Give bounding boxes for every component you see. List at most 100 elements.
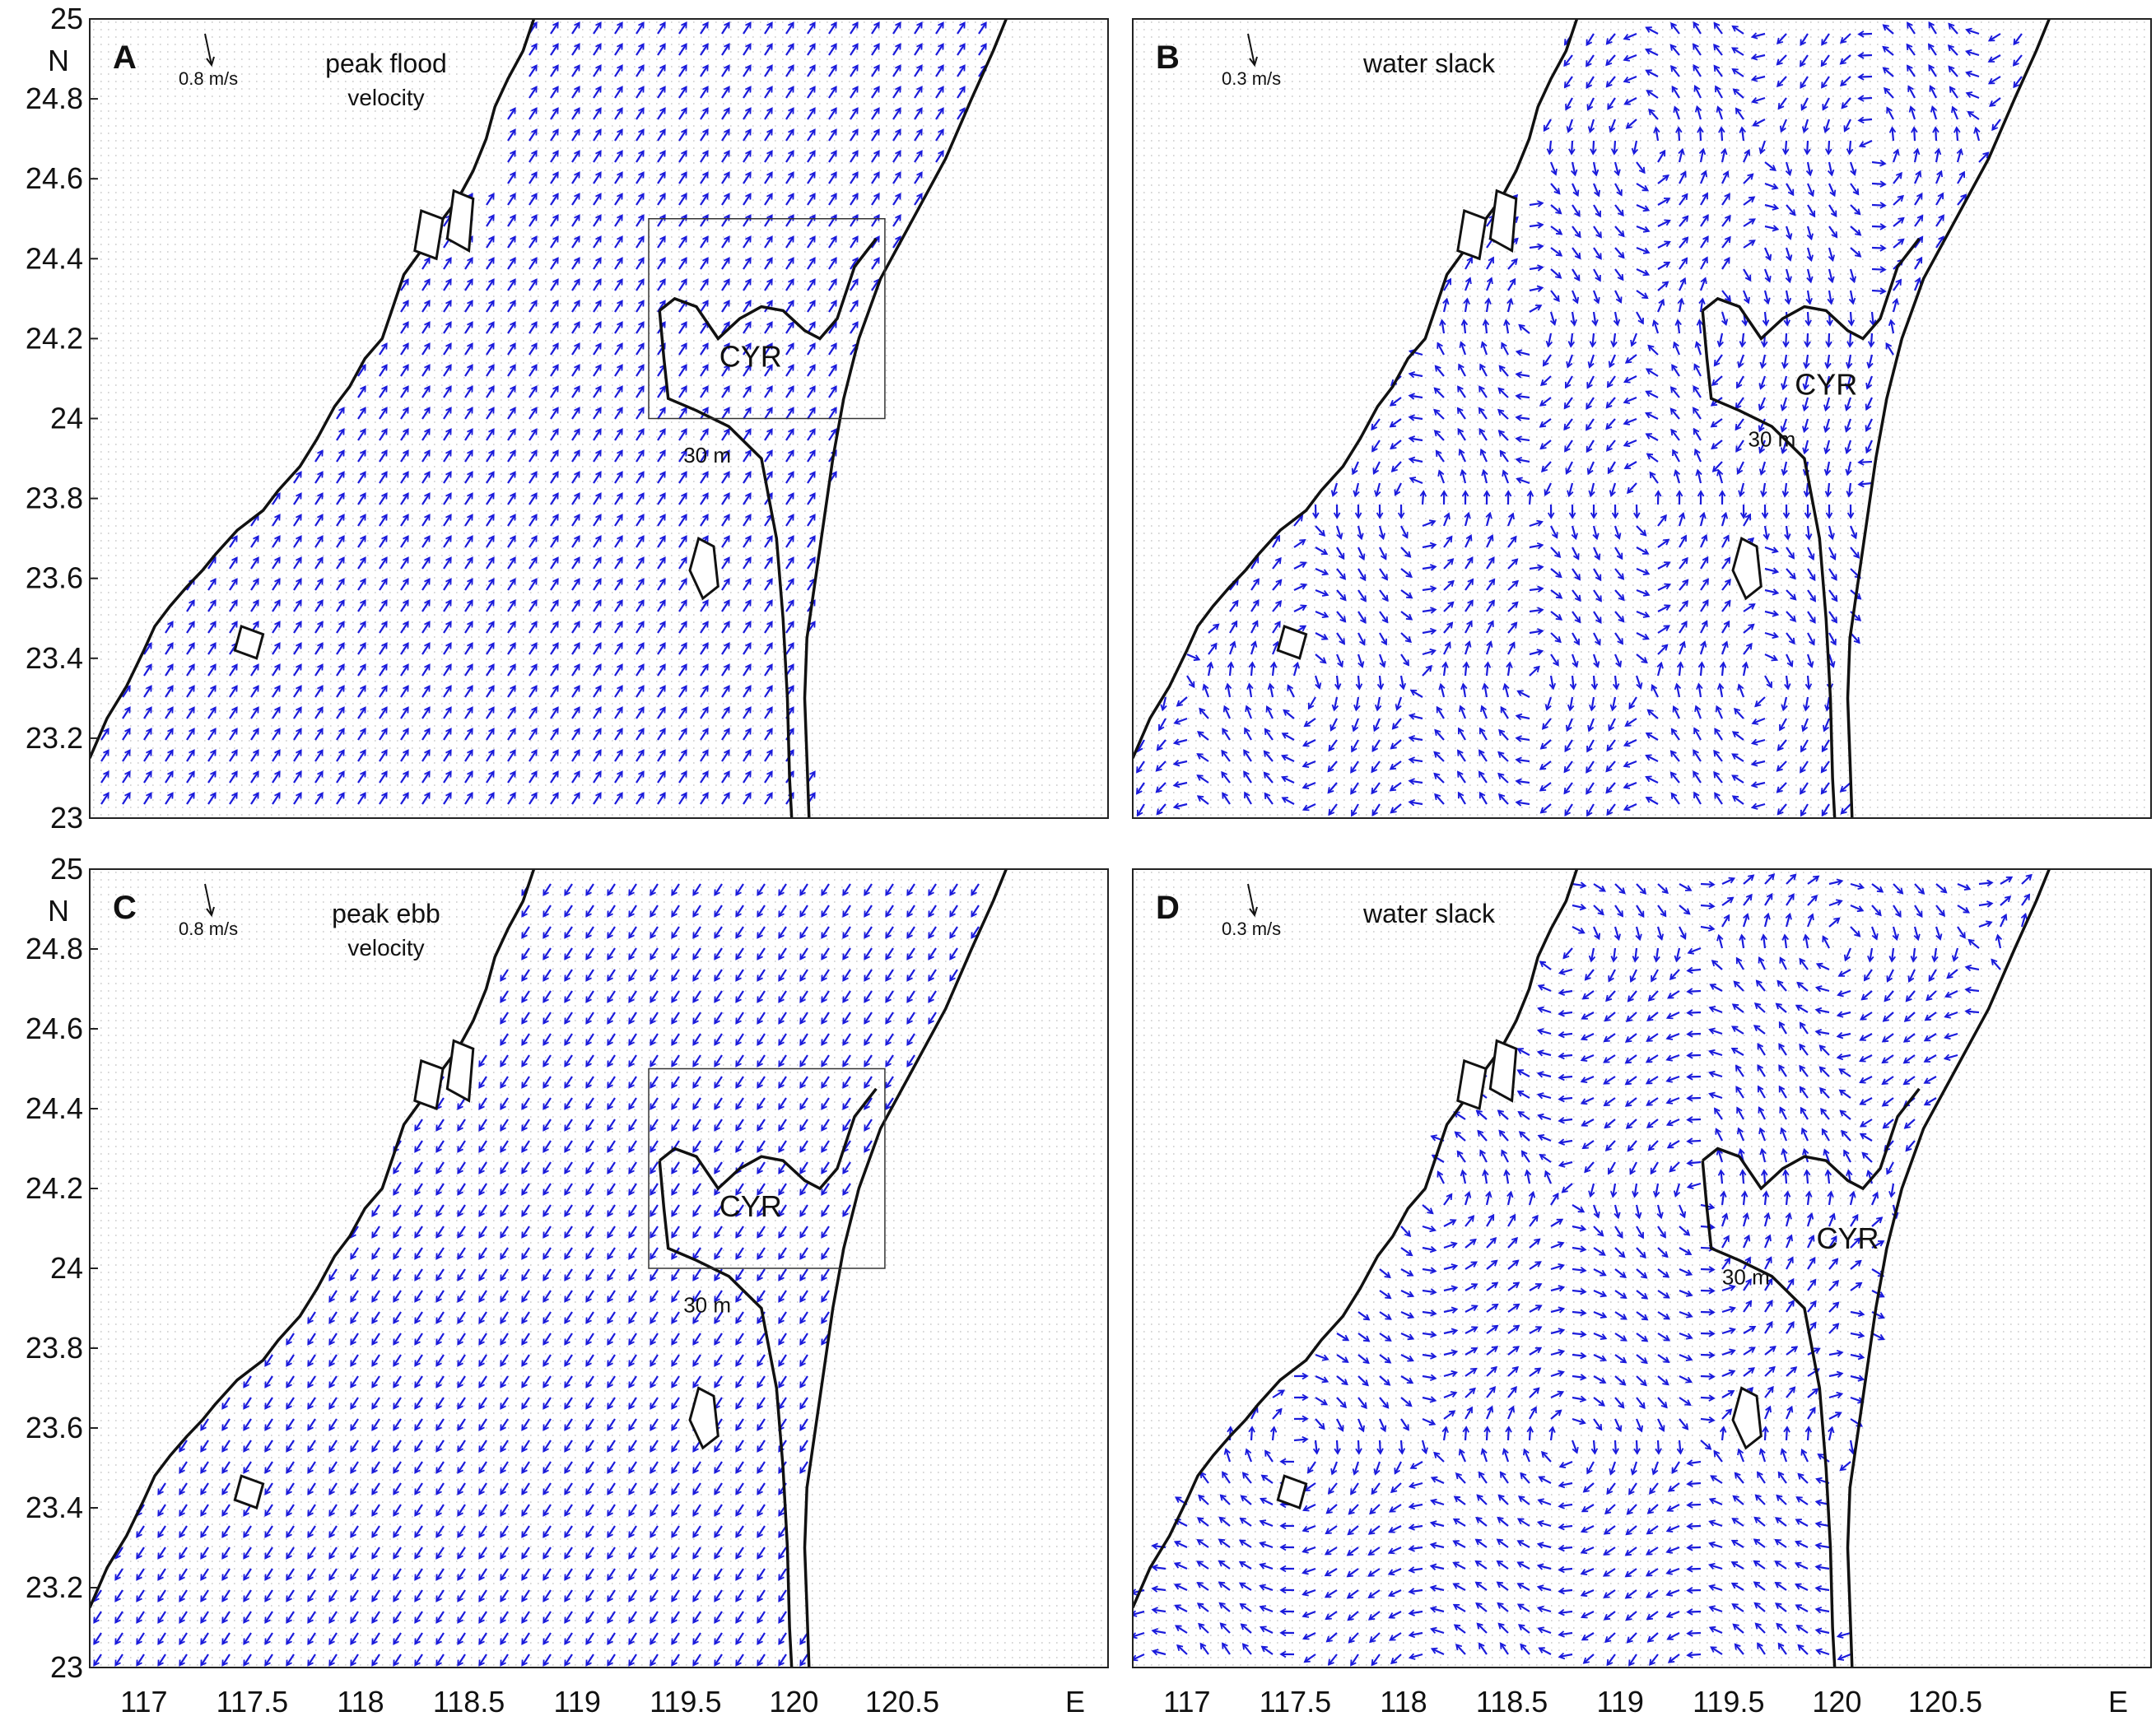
isobath-label: 30 m [683, 1292, 731, 1317]
velocity-vectors [1133, 872, 2033, 1667]
region-label-cyr: CYR [719, 1189, 782, 1223]
panel-frame [1132, 18, 2152, 819]
y-tick-label: 24.6 [26, 1012, 83, 1045]
x-axis-unit: E [1065, 1685, 1085, 1719]
x-tick-label: 117.5 [1260, 1685, 1331, 1719]
map-content [1133, 19, 2145, 818]
map-content [90, 19, 1102, 818]
grid-dots [93, 872, 1102, 1666]
coastline [90, 869, 1008, 1668]
y-tick-label: 23.8 [26, 481, 83, 515]
y-tick-label: 25 [50, 852, 83, 886]
y-axis-unit: N [48, 894, 69, 928]
y-tick-label: 23.6 [26, 561, 83, 595]
scale-arrow [204, 883, 215, 918]
panel-subtitle: velocity [347, 935, 424, 961]
isobath-30m [1701, 237, 1921, 818]
study-area-box [648, 218, 886, 420]
region-label-cyr: CYR [1817, 1221, 1879, 1255]
x-tick-label: 117 [1163, 1685, 1210, 1719]
panel-letter: B [1156, 40, 1180, 76]
scale-label: 0.8 m/s [179, 919, 238, 939]
scale-arrow [204, 33, 215, 67]
axis-labels-group: 2323.223.423.623.82424.224.424.624.825N2… [26, 2, 2128, 1719]
y-axis-unit: N [48, 44, 69, 77]
isobath-label: 30 m [1722, 1264, 1770, 1289]
panel-letter: C [113, 890, 137, 926]
study-area-box [648, 1067, 886, 1269]
x-tick-label: 119.5 [650, 1685, 721, 1719]
y-tick-label: 24.4 [26, 1091, 83, 1125]
grid-dots [1136, 21, 2145, 816]
x-tick-label: 118.5 [1476, 1685, 1548, 1719]
x-tick-label: 119.5 [1693, 1685, 1764, 1719]
x-tick-label: 120.5 [865, 1685, 939, 1719]
y-tick-label: 24.8 [26, 81, 83, 115]
y-tick-label: 23.6 [26, 1411, 83, 1444]
x-tick-label: 120 [1812, 1685, 1861, 1719]
y-tick-label: 23 [50, 801, 83, 835]
scale-label: 0.3 m/s [1222, 68, 1281, 89]
scale-label: 0.3 m/s [1222, 919, 1281, 939]
grid-dots [93, 21, 1102, 816]
y-tick-label: 23.2 [26, 721, 83, 755]
panel-b: B 0.3 m/s water slack CYR 30 m [1132, 18, 2152, 819]
isobath-30m [658, 1087, 878, 1668]
y-axis-ticks: 23 23.2 23.4 23.6 23.8 24 24.2 24.4 24.6 24.8 25 N [26, 852, 98, 1684]
panel-letter: A [113, 40, 137, 76]
y-tick-label: 23.2 [26, 1570, 83, 1604]
y-tick-label: 24.2 [26, 321, 83, 355]
x-axis-unit: E [2108, 1685, 2128, 1719]
x-tick-label: 120.5 [1908, 1685, 1982, 1719]
x-tick-label: 118 [1380, 1685, 1427, 1719]
x-tick-label: 120 [769, 1685, 818, 1719]
x-tick-label: 118 [337, 1685, 384, 1719]
velocity-vectors [100, 21, 987, 805]
panel-frame [1132, 868, 2152, 1668]
y-tick-label: 23.4 [26, 1491, 83, 1524]
panel-title: water slack [1362, 899, 1496, 928]
panels-group: A 0.8 m/s peak flood velocity CYR 30 m B 0.3 m/… [89, 18, 2152, 1668]
panel-subtitle: velocity [347, 85, 424, 110]
y-tick-label: 23.8 [26, 1331, 83, 1365]
region-label-cyr: CYR [1795, 367, 1857, 401]
panel-c: C 0.8 m/s peak ebb velocity CYR 30 m [89, 868, 1109, 1668]
scale-arrow [1247, 33, 1258, 67]
y-tick-label: 24.8 [26, 932, 83, 965]
scale-arrow [1247, 883, 1258, 918]
panel-letter: D [1156, 890, 1180, 926]
x-tick-label: 119 [1596, 1685, 1643, 1719]
x-tick-label: 118.5 [433, 1685, 505, 1719]
y-tick-label: 23 [50, 1650, 83, 1684]
y-tick-label: 24 [50, 402, 83, 435]
panel-title: water slack [1362, 49, 1496, 78]
y-axis-ticks: 23 23.2 23.4 23.6 23.8 24 24.2 24.4 24.6 24.8 25 N [26, 2, 98, 835]
isobath-30m [658, 237, 878, 818]
coastline [90, 19, 1008, 818]
x-tick-label: 117 [120, 1685, 167, 1719]
panel-d: D 0.3 m/s water slack CYR 30 m [1132, 868, 2152, 1668]
isobath-30m [1701, 1087, 1921, 1668]
x-tick-label: 119 [553, 1685, 600, 1719]
x-axis-ticks: 117 117.5 118 118.5 119 119.5 120 120.5 E [1163, 1685, 2128, 1719]
region-label-cyr: CYR [719, 339, 782, 373]
y-tick-label: 24 [50, 1251, 83, 1285]
x-axis-ticks: 117 117.5 118 118.5 119 119.5 120 120.5 E [120, 1685, 1085, 1719]
y-tick-label: 23.4 [26, 641, 83, 675]
grid-dots [1136, 872, 2145, 1666]
y-tick-label: 24.2 [26, 1171, 83, 1205]
y-tick-label: 24.6 [26, 161, 83, 195]
panel-title: peak ebb [332, 899, 440, 928]
panel-a: A 0.8 m/s peak flood velocity CYR 30 m [89, 18, 1109, 819]
panel-title: peak flood [325, 49, 447, 78]
x-tick-label: 117.5 [217, 1685, 288, 1719]
velocity-vectors [93, 883, 980, 1667]
map-content [1133, 869, 2145, 1668]
coastline [1133, 19, 2051, 818]
coastline [1133, 869, 2051, 1668]
map-content [90, 869, 1102, 1668]
isobath-label: 30 m [683, 443, 731, 467]
y-tick-label: 24.4 [26, 241, 83, 275]
y-tick-label: 25 [50, 2, 83, 35]
